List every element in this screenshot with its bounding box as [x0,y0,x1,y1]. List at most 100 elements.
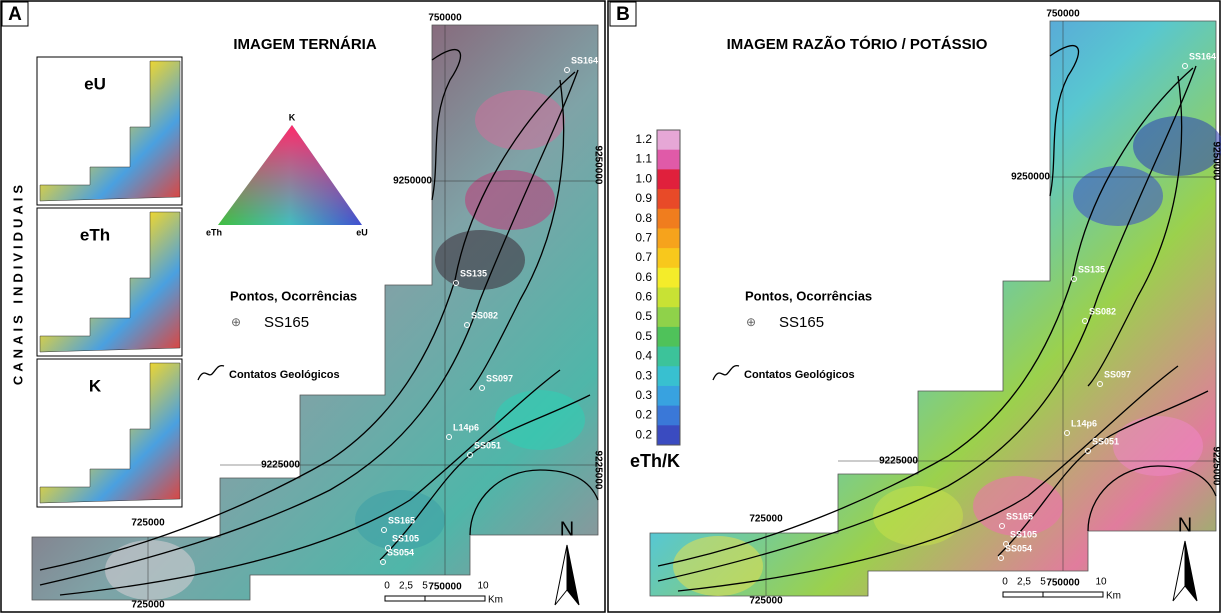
point-label: SS097 [486,373,513,383]
scale-label: 2,5 [1017,577,1031,588]
colorbar-label: 0.7 [635,250,652,264]
north-arrow [1185,541,1197,601]
point-label: SS105 [1010,529,1037,539]
coordinate-label: 9250000 [1011,172,1050,183]
texture [435,230,525,290]
colorbar-bin [657,130,680,150]
coordinate-label: 750000 [1046,9,1080,20]
north-label: N [560,518,574,540]
colorbar-label: 0.5 [635,309,652,323]
coordinate-label: 9225000 [261,460,300,471]
coordinate-label: 725000 [749,596,783,607]
panel-title: IMAGEM RAZÃO TÓRIO / POTÁSSIO [727,35,988,53]
colorbar-bin [657,169,680,189]
north-arrow [567,545,579,605]
legend-point: SS165 [264,314,309,331]
ternary-triangle [218,125,362,225]
triangle-label: K [289,112,296,122]
colorbar-bin [657,366,680,386]
legend-title: Pontos, Ocorrências [745,288,872,303]
scale-label: 0 [1002,577,1008,588]
scale-label: 2,5 [399,581,413,592]
north-arrow [555,545,567,605]
scale-label: 0 [384,581,390,592]
figure: SS164 SS135 SS082 SS097 L14p6 SS051 SS165 SS105… [0,0,1221,613]
point-label: SS054 [1005,543,1032,553]
legend-contact-symbol [713,366,739,380]
colorbar-label: 0.4 [635,349,652,363]
colorbar-bin [657,189,680,209]
coordinate-label: 750000 [428,13,462,24]
colorbar-bin [657,406,680,426]
coordinate-label: 9250000 [1210,142,1221,181]
point-label: SS097 [1104,369,1131,379]
colorbar-label: 0.5 [635,329,652,343]
inset-label: eU [84,74,106,93]
coordinate-label: 725000 [749,514,783,525]
scale-label: 10 [1095,577,1107,588]
texture [105,540,195,600]
map-panel: SS164SS135SS082SS097L14p6SS051SS165SS105… [650,9,1221,607]
north-label: N [1178,514,1192,536]
colorbar-label: 1.0 [635,171,652,185]
coordinate-label: 9250000 [393,176,432,187]
point-label: SS105 [392,533,419,543]
scale-segment [1003,592,1043,597]
colorbar-bin [657,327,680,347]
legend-contacts: Contatos Geológicos [229,369,340,381]
colorbar-bin [657,248,680,268]
point-label: SS164 [571,55,598,65]
north-arrow [1173,541,1185,601]
colorbar-label: 0.6 [635,270,652,284]
colorbar-label: 0.9 [635,191,652,205]
colorbar-bin [657,347,680,367]
scale-unit: Km [488,595,503,606]
colorbar-bin [657,425,680,445]
layer: SS164 SS135 SS082 SS097 L14p6 SS051 SS165 SS105… [2,2,1221,611]
coordinate-label: 9225000 [879,456,918,467]
triangle-label: eU [356,227,368,237]
colorbar-label: 0.7 [635,230,652,244]
colorbar-bin [657,268,680,288]
texture [495,390,585,450]
colorbar-bin [657,386,680,406]
triangle-label: eTh [206,227,222,237]
point-label: L14p6 [453,422,479,432]
legend-symbol: ⊕ [231,315,241,329]
coordinate-label: 750000 [1046,578,1080,589]
legend-contact-symbol [198,366,224,380]
point-label: L14p6 [1071,418,1097,428]
colorbar-title: eTh/K [630,451,680,471]
colorbar-bin [657,209,680,229]
legend-symbol: ⊕ [746,315,756,329]
texture [973,476,1063,536]
scale-label: 5 [422,581,428,592]
panel-letter: A [8,4,22,25]
point-label: SS051 [1092,436,1119,446]
coordinate-label: 9225000 [1210,447,1221,486]
texture [465,170,555,230]
colorbar-label: 1.2 [635,132,652,146]
inset-label: K [89,376,102,395]
colorbar-label: 0.6 [635,290,652,304]
coordinate-label: 725000 [131,600,165,611]
texture [1133,116,1221,176]
point-label: SS082 [471,310,498,320]
scale-label: 5 [1040,577,1046,588]
scale-unit: Km [1106,591,1121,602]
scale-segment [1043,592,1103,597]
coordinate-label: 750000 [428,582,462,593]
legend-point: SS165 [779,314,824,331]
colorbar-bin [657,150,680,170]
colorbar-bin [657,307,680,327]
panel-title: IMAGEM TERNÁRIA [233,36,376,53]
colorbar-label: 0.3 [635,388,652,402]
point-label: SS054 [387,547,414,557]
point-label: SS165 [1006,511,1033,521]
scale-label: 10 [477,581,489,592]
colorbar-bin [657,228,680,248]
point-label: SS135 [1078,264,1105,274]
colorbar-bin [657,288,680,308]
colorbar-label: 1.1 [635,152,652,166]
point-label: SS164 [1189,51,1216,61]
